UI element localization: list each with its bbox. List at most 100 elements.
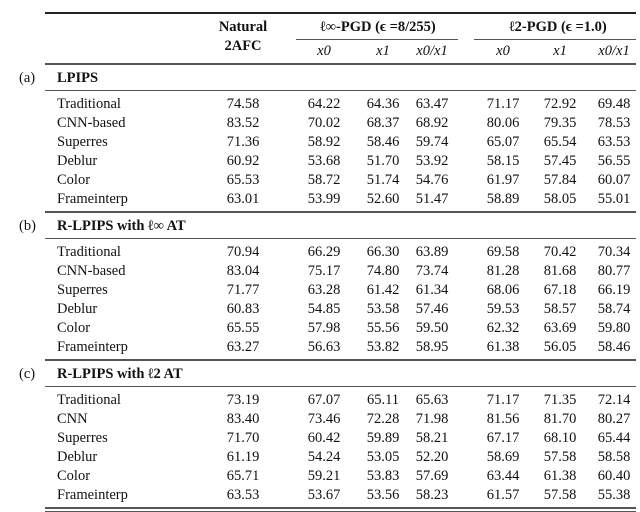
table-cell: 79.35 (543, 115, 577, 131)
table-cell: 61.38 (543, 468, 577, 484)
table-cell: 70.02 (307, 115, 341, 131)
table-cell: 60.42 (307, 430, 341, 446)
table-cell: 59.53 (486, 301, 520, 317)
table-cell: 58.57 (543, 301, 577, 317)
table-cell: 53.83 (366, 468, 400, 484)
header-rule (45, 63, 636, 65)
table-cell: 51.47 (415, 191, 449, 207)
table-cell: 54.76 (415, 172, 449, 188)
table-cell: 58.21 (415, 430, 449, 446)
table-cell: 65.54 (543, 134, 577, 150)
header-natural-sub: 2AFC (224, 38, 262, 54)
row-label: Color (57, 468, 91, 484)
table-cell: 72.14 (597, 392, 631, 408)
section-title: LPIPS (57, 70, 99, 86)
table-cell: 63.01 (226, 191, 260, 207)
table-cell: 58.15 (486, 153, 520, 169)
table-cell: 81.68 (543, 263, 577, 279)
table-cell: 61.34 (415, 282, 449, 298)
subcol-header: x0/x1 (598, 43, 630, 59)
section-rule (45, 90, 636, 91)
table-cell: 67.17 (486, 430, 520, 446)
row-label: Color (57, 320, 91, 336)
table-cell: 65.11 (366, 392, 400, 408)
table-cell: 72.28 (366, 411, 400, 427)
table-cell: 71.77 (226, 282, 260, 298)
table-cell: 71.70 (226, 430, 260, 446)
table-cell: 64.22 (307, 96, 341, 112)
table-cell: 53.99 (307, 191, 341, 207)
section-bottom-rule (45, 211, 636, 213)
table-cell: 69.58 (486, 244, 520, 260)
table-cell: 68.10 (543, 430, 577, 446)
table-cell: 66.30 (366, 244, 400, 260)
section-title: R-LPIPS with ℓ∞ AT (57, 218, 186, 234)
table-cell: 60.07 (597, 172, 631, 188)
table-cell: 83.40 (226, 411, 260, 427)
row-label: Frameinterp (57, 339, 128, 355)
table-cell: 57.46 (415, 301, 449, 317)
row-label: Deblur (57, 449, 98, 465)
table-cell: 53.67 (307, 487, 341, 503)
table-cell: 69.48 (597, 96, 631, 112)
header-natural: Natural (218, 19, 268, 35)
row-label: Color (57, 172, 91, 188)
row-label: CNN-based (57, 115, 126, 131)
row-label: Traditional (57, 96, 121, 112)
table-cell: 57.98 (307, 320, 341, 336)
table-cell: 53.68 (307, 153, 341, 169)
table-cell: 78.53 (597, 115, 631, 131)
table-cell: 66.29 (307, 244, 341, 260)
subcol-header: x0 (496, 43, 510, 59)
table-cell: 75.17 (307, 263, 341, 279)
table-cell: 70.34 (597, 244, 631, 260)
table-cell: 63.53 (226, 487, 260, 503)
table-cell: 81.70 (543, 411, 577, 427)
table-cell: 51.70 (366, 153, 400, 169)
table-cell: 70.94 (226, 244, 260, 260)
table-cell: 58.95 (415, 339, 449, 355)
table-cell: 71.98 (415, 411, 449, 427)
table-cell: 68.06 (486, 282, 520, 298)
table-cell: 67.18 (543, 282, 577, 298)
row-label: Frameinterp (57, 487, 128, 503)
row-label: Deblur (57, 153, 98, 169)
section-title: R-LPIPS with ℓ2 AT (57, 366, 183, 382)
subcol-header: x1 (553, 43, 567, 59)
row-label: Superres (57, 282, 108, 298)
row-label: Superres (57, 134, 108, 150)
table-cell: 55.01 (597, 191, 631, 207)
section-tag: (a) (19, 70, 36, 86)
table-cell: 74.80 (366, 263, 400, 279)
section-bottom-rule (45, 359, 636, 361)
table-cell: 53.82 (366, 339, 400, 355)
table-cell: 59.80 (597, 320, 631, 336)
table-cell: 57.58 (543, 449, 577, 465)
table-cell: 80.27 (597, 411, 631, 427)
table-cell: 58.89 (486, 191, 520, 207)
table-cell: 71.17 (486, 96, 520, 112)
table-cell: 55.56 (366, 320, 400, 336)
table-cell: 71.36 (226, 134, 260, 150)
row-label: Superres (57, 430, 108, 446)
table-cell: 55.38 (597, 487, 631, 503)
table-cell: 63.69 (543, 320, 577, 336)
top-rule (45, 12, 636, 14)
table-cell: 54.24 (307, 449, 341, 465)
section-tag: (b) (19, 218, 36, 234)
subcol-header: x0 (317, 43, 331, 59)
table-cell: 61.57 (486, 487, 520, 503)
table-cell: 58.58 (597, 449, 631, 465)
subcol-header: x0/x1 (416, 43, 448, 59)
table-cell: 61.19 (226, 449, 260, 465)
table-cell: 53.58 (366, 301, 400, 317)
table-cell: 61.42 (366, 282, 400, 298)
header-linf-group: ℓ∞-PGD (ϵ =8/255) (320, 19, 436, 35)
table-cell: 71.35 (543, 392, 577, 408)
row-label: CNN (57, 411, 88, 427)
table-cell: 65.71 (226, 468, 260, 484)
table-cell: 54.85 (307, 301, 341, 317)
table-cell: 63.28 (307, 282, 341, 298)
table-cell: 64.36 (366, 96, 400, 112)
table-cell: 63.27 (226, 339, 260, 355)
